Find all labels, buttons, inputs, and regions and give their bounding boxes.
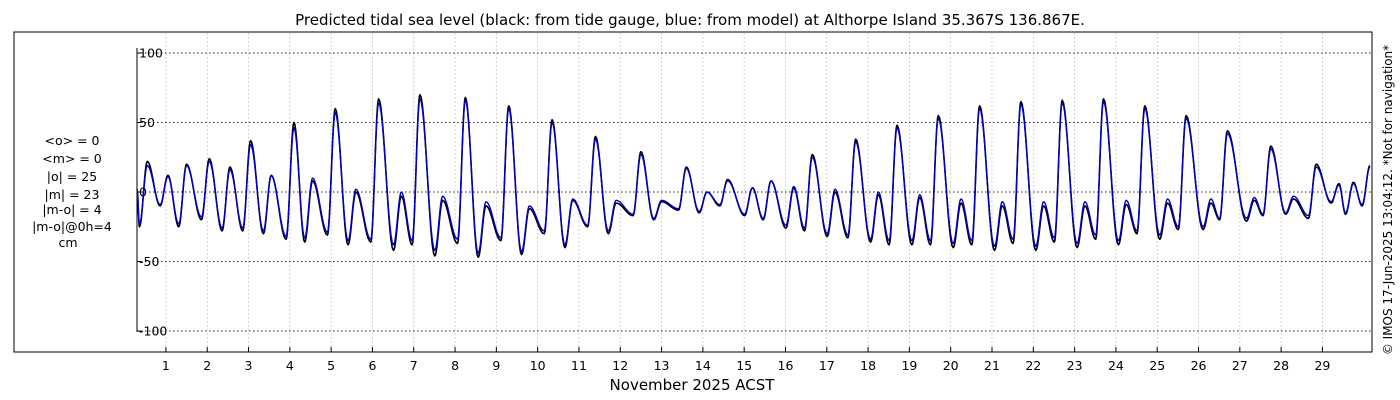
x-tick-label: 17 — [819, 358, 835, 373]
y-tick-label: -100 — [139, 324, 167, 339]
stats-line: cm — [58, 235, 77, 250]
x-tick-label: 4 — [286, 358, 294, 373]
x-tick-label: 12 — [612, 358, 628, 373]
x-gridlines — [165, 33, 1323, 351]
chart-title: Predicted tidal sea level (black: from t… — [295, 11, 1085, 29]
x-axis-label: November 2025 ACST — [610, 376, 776, 394]
x-tick-label: 7 — [410, 358, 418, 373]
series-layer — [136, 93, 1371, 259]
y-tick-label: -50 — [139, 254, 159, 269]
stats-line: <o> = 0 — [45, 133, 100, 148]
stats-line: <m> = 0 — [42, 151, 102, 166]
x-tick-label: 28 — [1273, 358, 1289, 373]
x-tick-label: 9 — [492, 358, 500, 373]
x-tick-label: 5 — [327, 358, 335, 373]
x-tick-label: 10 — [530, 358, 546, 373]
x-tick-label: 1 — [162, 358, 170, 373]
x-tick-label: 11 — [571, 358, 587, 373]
x-axis-ticks: 1 2 3 4 5 6 7 8 9 10 11 12 13 14 15 16 17 18 19 20 21 22 23 24 2… — [162, 347, 1330, 373]
x-tick-label: 19 — [901, 358, 917, 373]
model-series-line — [136, 98, 1371, 254]
x-tick-label: 26 — [1191, 358, 1207, 373]
stats-line: |o| = 25 — [47, 169, 97, 184]
x-tick-label: 20 — [943, 358, 959, 373]
x-tick-label: 15 — [736, 358, 752, 373]
x-tick-label: 27 — [1232, 358, 1248, 373]
tide-gauge-series-line — [136, 93, 1371, 259]
x-tick-label: 29 — [1314, 358, 1330, 373]
plot-frame — [13, 31, 1373, 353]
x-tick-label: 23 — [1067, 358, 1083, 373]
x-tick-label: 13 — [654, 358, 670, 373]
x-tick-label: 24 — [1108, 358, 1124, 373]
x-tick-label: 22 — [1025, 358, 1041, 373]
x-tick-label: 2 — [203, 358, 211, 373]
x-tick-label: 14 — [695, 358, 711, 373]
x-tick-label: 21 — [984, 358, 1000, 373]
x-tick-label: 16 — [778, 358, 794, 373]
x-tick-label: 25 — [1149, 358, 1165, 373]
x-tick-label: 6 — [368, 358, 376, 373]
stats-line: |m| = 23 — [45, 187, 100, 202]
y-tick-label: 100 — [139, 46, 163, 61]
x-tick-label: 8 — [451, 358, 459, 373]
stats-line: |m-o| = 4 — [42, 202, 101, 217]
x-tick-label: 18 — [860, 358, 876, 373]
x-tick-label: 3 — [245, 358, 253, 373]
copyright-text: © IMOS 17-Jun-2025 13:04:12. *Not for na… — [1381, 45, 1395, 355]
stats-line: |m-o|@0h=4 — [32, 219, 112, 234]
y-tick-label: 50 — [139, 115, 155, 130]
y-gridlines — [137, 52, 1372, 332]
